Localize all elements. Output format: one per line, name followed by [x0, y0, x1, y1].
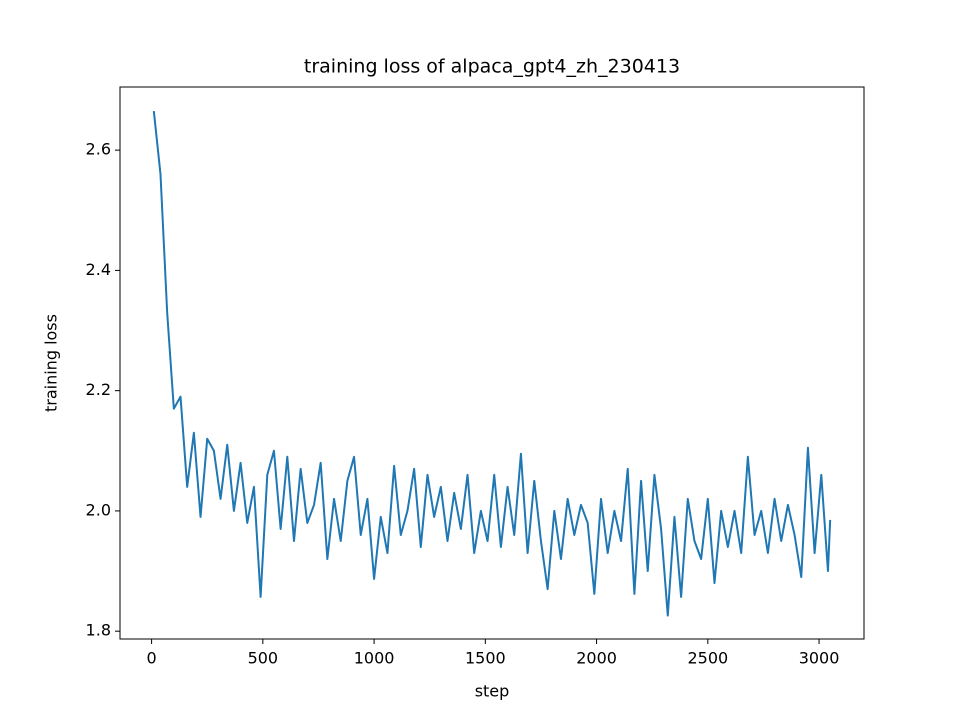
y-axis-label: training loss — [42, 314, 61, 412]
y-tick-label: 1.8 — [86, 621, 111, 640]
y-tick-label: 2.2 — [86, 380, 111, 399]
x-tick-label: 1000 — [354, 649, 395, 668]
x-tick-label: 1500 — [465, 649, 506, 668]
y-tick-label: 2.4 — [86, 260, 111, 279]
x-tick-label: 2000 — [576, 649, 617, 668]
x-tick-label: 2500 — [687, 649, 728, 668]
x-tick-label: 3000 — [799, 649, 840, 668]
chart-title: training loss of alpaca_gpt4_zh_230413 — [304, 56, 680, 78]
y-tick-label: 2.6 — [86, 140, 111, 159]
x-axis-label: step — [475, 682, 510, 701]
y-tick-label: 2.0 — [86, 500, 111, 519]
x-tick-label: 0 — [146, 649, 156, 668]
data-line — [152, 110, 832, 617]
x-tick-label: 500 — [248, 649, 279, 668]
plot-frame — [119, 86, 865, 640]
